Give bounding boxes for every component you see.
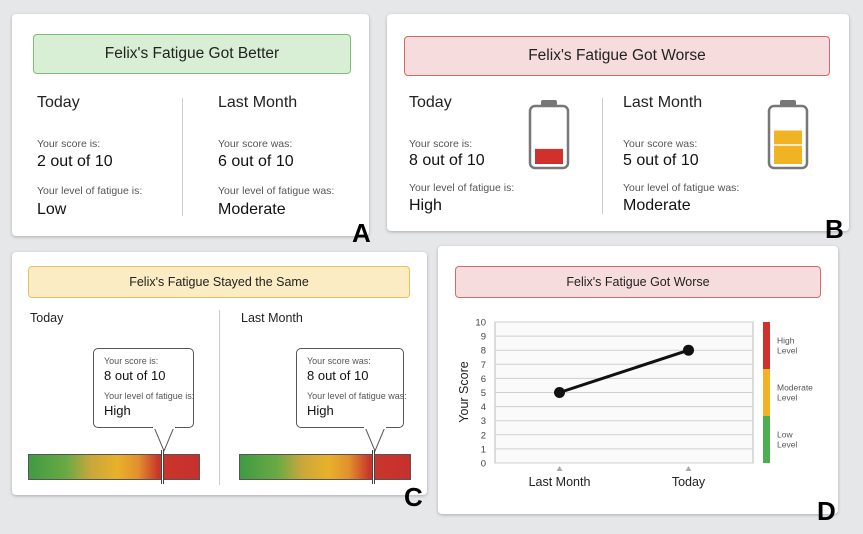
series-line <box>559 348 689 394</box>
panel-c-today-heading: Today <box>30 311 64 325</box>
panel-c-lastmonth-scale-bar <box>239 454 411 480</box>
panel-b-today-level: High <box>409 197 442 214</box>
battery-today-fill <box>535 148 563 164</box>
x-tick-mark <box>685 466 692 471</box>
panel-c: Felix's Fatigue Stayed the Same Today La… <box>12 252 427 495</box>
panel-c-lastmonth-score: 8 out of 10 <box>307 368 369 383</box>
panel-a-divider <box>182 98 183 216</box>
legend-label: High Level <box>777 336 797 356</box>
panel-b-lastmonth-level-label: Your level of fatigue was: <box>623 182 740 194</box>
y-tick-label: 0 <box>481 459 486 470</box>
panel-c-today-score-label: Your score is: <box>104 356 159 366</box>
panel-b-today-score: 8 out of 10 <box>409 152 485 169</box>
x-tick-label: Today <box>672 475 706 489</box>
panel-c-today-pointer <box>153 427 175 453</box>
legend-swatch <box>763 369 770 416</box>
battery-today-icon <box>528 100 570 170</box>
panel-c-lastmonth-score-label: Your score was: <box>307 356 371 366</box>
panel-a-today-level: Low <box>37 201 67 218</box>
panel-c-lastmonth-marker <box>372 450 376 484</box>
legend-swatch <box>763 322 770 369</box>
y-axis-label: Your Score <box>457 361 471 422</box>
panel-b-divider <box>602 98 603 214</box>
battery-lastmonth-icon <box>767 100 809 170</box>
panel-c-banner: Felix's Fatigue Stayed the Same <box>28 266 410 298</box>
panel-c-lastmonth-heading: Last Month <box>241 311 303 325</box>
data-point <box>554 387 565 398</box>
y-tick-label: 10 <box>475 318 486 329</box>
panel-a: Felix's Fatigue Got Better Today Your sc… <box>12 14 369 236</box>
panel-c-today-score: 8 out of 10 <box>104 368 166 383</box>
panel-c-lastmonth-callout: Your score was: 8 out of 10 Your level o… <box>296 348 407 428</box>
panel-b-lastmonth-level: Moderate <box>623 197 691 214</box>
y-tick-label: 4 <box>481 402 486 413</box>
panel-a-today-level-label: Your level of fatigue is: <box>37 185 143 197</box>
panel-b-banner: Felix's Fatigue Got Worse <box>404 36 830 76</box>
y-tick-label: 8 <box>481 346 486 357</box>
y-tick-label: 3 <box>481 416 486 427</box>
y-tick-label: 6 <box>481 374 486 385</box>
panel-c-lastmonth-pointer <box>364 427 386 453</box>
panel-d: Felix's Fatigue Got Worse Your Score 0 1 2… <box>438 246 838 514</box>
panel-c-letter: C <box>404 482 423 512</box>
legend-label: Low Level <box>777 430 797 450</box>
panel-a-banner: Felix's Fatigue Got Better <box>33 34 351 74</box>
panel-b-lastmonth-score: 5 out of 10 <box>623 152 699 169</box>
panel-b-banner-text: Felix's Fatigue Got Worse <box>528 47 706 64</box>
panel-a-today-score-label: Your score is: <box>37 138 101 150</box>
panel-c-today-marker <box>161 450 165 484</box>
y-tick-label: 1 <box>481 444 486 455</box>
x-tick-mark <box>556 466 563 471</box>
panel-b-letter: B <box>825 214 844 244</box>
panel-d-banner-text: Felix's Fatigue Got Worse <box>566 275 710 289</box>
panel-b-lastmonth-score-label: Your score was: <box>623 138 698 150</box>
x-tick-label: Last Month <box>529 475 591 489</box>
y-tick-label: 5 <box>481 388 486 399</box>
panel-a-lastmonth-level-label: Your level of fatigue was: <box>218 185 335 197</box>
panel-b-lastmonth-heading: Last Month <box>623 94 703 111</box>
battery-lastmonth-fill <box>774 130 802 164</box>
panel-c-today-scale-bar <box>28 454 200 480</box>
panel-a-lastmonth-heading: Last Month <box>218 94 298 111</box>
panel-d-banner: Felix's Fatigue Got Worse <box>455 266 821 298</box>
panel-a-letter: A <box>352 218 371 248</box>
panel-b-today-heading: Today <box>409 94 452 111</box>
panel-a-today-heading: Today <box>37 94 80 111</box>
panel-a-banner-text: Felix's Fatigue Got Better <box>104 45 280 62</box>
panel-c-lastmonth-level-label: Your level of fatigue was: <box>307 391 407 401</box>
panel-c-divider <box>219 310 220 485</box>
panel-d-letter: D <box>817 496 836 526</box>
panel-a-lastmonth-score: 6 out of 10 <box>218 153 294 170</box>
y-tick-label: 9 <box>481 332 486 343</box>
panel-c-banner-text: Felix's Fatigue Stayed the Same <box>129 275 309 289</box>
legend-swatch <box>763 416 770 463</box>
panel-b: Felix's Fatigue Got Worse Today Your sco… <box>387 14 849 231</box>
panel-c-today-callout: Your score is: 8 out of 10 Your level of… <box>93 348 194 428</box>
legend-label: Moderate Level <box>777 383 813 403</box>
panel-c-today-level: High <box>104 403 131 418</box>
panel-b-today-level-label: Your level of fatigue is: <box>409 182 515 194</box>
data-point <box>683 344 694 356</box>
panel-a-today-score: 2 out of 10 <box>37 153 113 170</box>
panel-b-today-score-label: Your score is: <box>409 138 473 150</box>
y-tick-label: 2 <box>481 430 486 441</box>
panel-a-lastmonth-level: Moderate <box>218 201 286 218</box>
panel-a-lastmonth-score-label: Your score was: <box>218 138 293 150</box>
panel-c-lastmonth-level: High <box>307 403 334 418</box>
panel-c-today-level-label: Your level of fatigue is: <box>104 391 195 401</box>
y-tick-label: 7 <box>481 360 486 371</box>
